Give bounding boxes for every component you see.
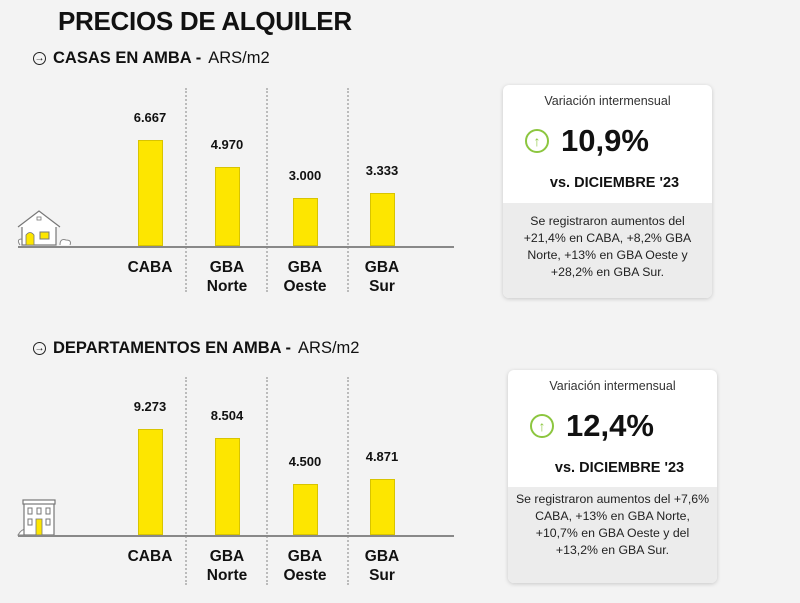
card-note: Se registraron aumentos del +21,4% en CA… [503, 203, 712, 298]
section-heading-casas: → CASAS EN AMBA - ARS/m2 [33, 49, 270, 68]
bar-value-label: 3.000 [288, 168, 322, 184]
bar [138, 140, 163, 246]
page-title: PRECIOS DE ALQUILER [58, 6, 352, 36]
x-axis-line [18, 535, 454, 537]
section-unit: ARS/m2 [208, 49, 270, 67]
section-title: DEPARTAMENTOS EN AMBA - [53, 339, 292, 357]
section-heading-departamentos: → DEPARTAMENTOS EN AMBA - ARS/m2 [33, 339, 359, 358]
card-caption: Variación intermensual [544, 94, 671, 108]
comparison-label: vs. DICIEMBRE '23 [554, 460, 685, 476]
arrow-right-circle-icon: → [33, 342, 46, 355]
apartment-building-icon [17, 499, 56, 536]
bar-value-label: 9.273 [133, 399, 167, 414]
bar [293, 198, 318, 246]
card-note: Se registraron aumentos del +7,6% CABA, … [508, 487, 717, 583]
category-label: GBA Sur [364, 259, 400, 295]
bar-value-label: 8.504 [210, 407, 244, 423]
category-divider [185, 377, 187, 585]
bar-value-label: 3.333 [365, 163, 399, 178]
bar [370, 193, 395, 246]
arrow-right-circle-icon: → [33, 52, 46, 65]
category-label: GBA Sur [364, 548, 400, 584]
category-label: GBA Oeste [283, 548, 327, 584]
bar-value-label: 6.667 [133, 110, 167, 125]
bar [215, 166, 240, 246]
bar [138, 429, 163, 535]
bar [293, 483, 318, 535]
comparison-label: vs. DICIEMBRE '23 [549, 175, 680, 191]
category-divider [266, 88, 268, 292]
category-label: CABA [127, 259, 173, 276]
section-title: CASAS EN AMBA - [53, 49, 202, 67]
arrow-up-circle-icon: ↑ [530, 414, 554, 438]
category-divider [185, 88, 187, 292]
house-icon [17, 210, 71, 246]
card-caption: Variación intermensual [549, 379, 676, 393]
bar-value-label: 4.500 [288, 453, 322, 469]
section-unit: ARS/m2 [298, 339, 360, 357]
bar [370, 479, 395, 535]
category-divider [347, 88, 349, 292]
variation-card-casas: Variación intermensual ↑ 10,9% vs. DICIE… [503, 85, 712, 298]
bar [215, 437, 240, 535]
category-divider [347, 377, 349, 585]
arrow-up-circle-icon: ↑ [525, 129, 549, 153]
category-label: GBA Norte [206, 548, 248, 584]
category-divider [266, 377, 268, 585]
x-axis-line [18, 246, 454, 248]
variation-card-departamentos: Variación intermensual ↑ 12,4% vs. DICIE… [508, 370, 717, 583]
variation-value: 12,4% [566, 408, 654, 443]
bar-value-label: 4.970 [210, 136, 244, 152]
category-label: GBA Norte [206, 259, 248, 295]
bar-value-label: 4.871 [365, 449, 399, 465]
variation-value: 10,9% [561, 123, 649, 158]
category-label: CABA [127, 548, 173, 565]
category-label: GBA Oeste [283, 259, 327, 295]
